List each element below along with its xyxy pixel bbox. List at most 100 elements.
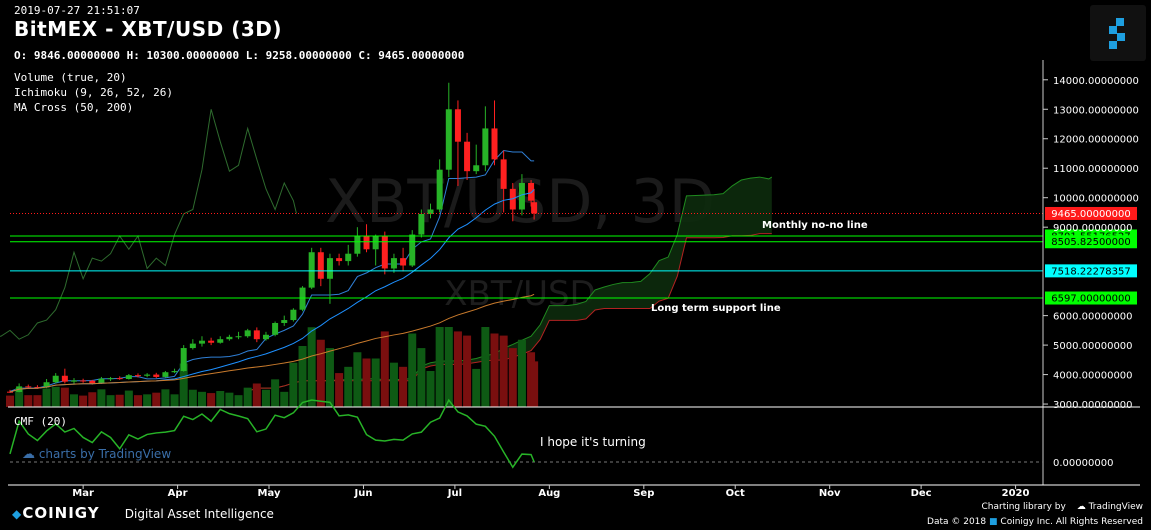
volume-bar <box>362 358 371 407</box>
indicator-ichimoku-label[interactable]: Ichimoku (9, 26, 52, 26) <box>14 86 173 99</box>
volume-bar <box>88 392 97 407</box>
volume-bar <box>152 392 161 407</box>
annotation-support-line: Long term support line <box>651 303 781 314</box>
volume-bar <box>252 383 261 407</box>
candle-body <box>134 375 141 377</box>
indicator-ma-cross-label[interactable]: MA Cross (50, 200) <box>14 101 134 114</box>
volume-bar <box>79 395 88 407</box>
tradingview-watermark: ☁ charts by TradingView <box>22 447 171 462</box>
ohlc-readout: O: 9846.00000000 H: 10300.00000000 L: 92… <box>14 49 465 62</box>
volume-bar <box>161 389 170 407</box>
tradingview-credit-link[interactable]: TradingView <box>1088 502 1143 512</box>
indicator-cmf-label[interactable]: CMF (20) <box>14 415 67 428</box>
volume-bar <box>24 395 33 407</box>
indicator-volume-label[interactable]: Volume (true, 20) <box>14 71 127 84</box>
rights-text: Coinigy Inc. All Rights Reserved <box>1000 517 1143 527</box>
candle-body <box>464 141 471 172</box>
candle-body <box>409 234 416 266</box>
volume-bar <box>216 391 225 407</box>
price-line-badge <box>1045 264 1137 278</box>
candle-body <box>162 372 169 377</box>
candle-body <box>400 258 407 266</box>
candle-body <box>531 202 538 214</box>
time-tick-label: Mar <box>72 488 94 499</box>
copyright-text: Data © 2018 <box>927 517 987 527</box>
volume-bar <box>298 346 307 407</box>
candle-body <box>107 378 114 380</box>
price-line-badge <box>1045 235 1137 249</box>
chart-timestamp: 2019-07-27 21:51:07 <box>14 4 140 17</box>
candle-body <box>473 165 480 172</box>
candle-body <box>454 109 461 142</box>
volume-bar <box>271 379 280 407</box>
candle-body <box>43 382 50 388</box>
volume-bar <box>197 391 206 407</box>
candle-body <box>180 348 187 372</box>
price-tick-label: 9000.00000000 <box>1053 223 1133 234</box>
volume-bar <box>417 348 426 407</box>
candle-body <box>345 253 352 262</box>
cmf-line <box>9 398 535 469</box>
volume-bar <box>42 388 51 407</box>
coinigy-tagline: Digital Asset Intelligence <box>124 507 274 521</box>
candle-body <box>52 375 59 383</box>
coinigy-wordmark: COINIGY <box>22 504 100 522</box>
volume-bar <box>225 392 234 407</box>
volume-bar <box>289 362 298 407</box>
candle-body <box>144 374 151 376</box>
charting-library-label: Charting library by <box>981 502 1066 512</box>
ma-200-line <box>9 293 535 393</box>
candle-body <box>244 330 251 337</box>
volume-bar <box>530 361 539 407</box>
candle-body <box>34 386 41 388</box>
time-tick-label: 2020 <box>1002 488 1030 499</box>
volume-bar <box>472 368 481 407</box>
axes: 14000.00000000 13000.00000000 12000.000000… <box>8 60 1140 499</box>
price-lines[interactable]: 9465.000000008701.551765278505.825000007… <box>10 206 1137 305</box>
volume-bar <box>344 366 353 407</box>
volume-bar <box>380 331 389 407</box>
candle-body <box>482 128 489 166</box>
volume-bar <box>188 389 197 407</box>
candle-body <box>61 375 68 382</box>
tradingview-watermark-text: charts by TradingView <box>38 447 172 461</box>
chikou-span <box>0 109 297 340</box>
volume-bar <box>481 327 490 407</box>
time-tick-label: May <box>258 488 281 499</box>
candle-body <box>290 309 297 321</box>
candle-body <box>354 236 361 254</box>
volume-bar <box>243 387 252 407</box>
volume-bar <box>6 395 14 407</box>
candle-body <box>390 258 397 269</box>
candle-body <box>7 391 13 393</box>
footer-brand: ◆ COINIGY Digital Asset Intelligence <box>12 503 274 525</box>
volume-bar <box>97 389 106 407</box>
volume-bar <box>33 395 42 407</box>
volume-bar <box>453 331 462 407</box>
volume-bar <box>371 358 380 407</box>
volume-bar <box>15 388 24 407</box>
volume-bar <box>207 393 216 407</box>
price-tick-label: 11000.00000000 <box>1053 164 1139 175</box>
time-tick-label: Nov <box>819 488 841 499</box>
candle-body <box>235 336 242 338</box>
candle-body <box>217 339 224 343</box>
candle-body <box>326 258 333 279</box>
time-tick-label: Sep <box>633 488 654 499</box>
symbol-watermark: XBT/USD, 3D XBT/USD <box>325 167 715 314</box>
volume-bar <box>69 394 78 407</box>
volume-bar <box>435 327 444 407</box>
tradingview-logo-icon: ☁ <box>1076 502 1086 512</box>
volume-bar <box>325 348 334 407</box>
candlestick-series[interactable] <box>7 82 538 393</box>
candle-body <box>427 209 434 214</box>
volume-bar <box>490 333 499 407</box>
candle-body <box>518 182 525 210</box>
volume-bar <box>335 373 344 407</box>
candle-body <box>125 375 132 379</box>
candle-body <box>491 128 498 160</box>
time-tick-label: Dec <box>911 488 932 499</box>
volume-bar <box>170 394 179 407</box>
time-tick-label: Aug <box>538 488 560 499</box>
